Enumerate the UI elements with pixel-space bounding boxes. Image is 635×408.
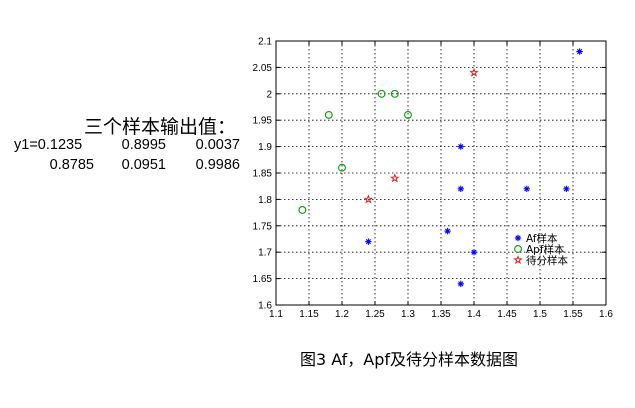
data-point-series-0 [457, 185, 464, 193]
marker-circle [338, 163, 346, 172]
data-point-series-0 [457, 280, 464, 288]
x-tick-label: 1.2 [335, 309, 349, 320]
marker-stroke [576, 48, 583, 55]
x-tick-label: 1.15 [299, 309, 319, 320]
y-tick-label: 2.05 [253, 63, 273, 74]
data-point-series-1 [298, 206, 307, 214]
legend-marker-0 [514, 234, 522, 242]
x-tick-label: 1.25 [365, 309, 385, 320]
marker-circle [514, 245, 522, 253]
data-point-series-0 [365, 238, 372, 245]
y-tick-label: 1.8 [258, 195, 272, 206]
figure-caption: 图3 Af，Apf及待分样本数据图 [300, 350, 519, 369]
output-value: 0.8995 [121, 137, 166, 153]
marker-circle [324, 110, 333, 119]
marker-star [513, 254, 523, 265]
data-point-series-0 [457, 143, 464, 150]
y-tick-label: 1.75 [253, 221, 273, 232]
axis-ticks: 1.1 1.15 1.2 1.25 1.3 1.35 1.4 1.45 1.5 1.55 1.6 1.… [253, 37, 614, 321]
x-tick-label: 1.6 [599, 309, 613, 320]
marker-stroke [515, 235, 521, 241]
data-point-series-2 [363, 194, 374, 204]
output-values-title: 三个样本输出值： [84, 116, 237, 138]
y-tick-label: 1.95 [253, 116, 273, 127]
y-tick-label: 1.65 [253, 274, 273, 285]
data-point-series-0 [523, 185, 530, 193]
x-tick-label: 1.3 [401, 309, 415, 320]
marker-stroke [563, 186, 570, 192]
output-value: 0.0037 [195, 137, 240, 153]
legend-label-0: Af样本 [526, 232, 558, 245]
marker-circle [404, 110, 412, 119]
output-value: 0.0951 [121, 157, 166, 173]
x-tick-label: 1.5 [533, 309, 547, 320]
marker-star [390, 173, 400, 183]
data-point-series-0 [470, 249, 478, 256]
y-tick-label: 1.85 [253, 169, 273, 180]
marker-stroke [458, 281, 464, 287]
legend-label-1: Apf样本 [526, 243, 565, 256]
marker-stroke [444, 228, 451, 234]
data-points [298, 48, 583, 288]
output-label: 0.8785 [49, 157, 94, 173]
x-tick-label: 1.35 [431, 309, 451, 320]
marker-star [469, 67, 479, 77]
x-tick-label: 1.1 [269, 309, 283, 320]
y-tick-label: 1.9 [258, 142, 272, 153]
marker-circle [390, 89, 399, 98]
data-point-series-2 [469, 67, 479, 77]
data-point-series-1 [377, 89, 386, 98]
marker-stroke [458, 143, 464, 150]
marker-star [363, 194, 374, 204]
marker-stroke [365, 239, 372, 245]
y-tick-label: 1.6 [258, 301, 272, 312]
data-point-series-0 [563, 185, 570, 193]
data-point-series-0 [576, 48, 583, 55]
output-label: y1=0.1235 [14, 137, 83, 153]
data-point-series-2 [390, 173, 400, 183]
legend-label-2: 待分样本 [526, 254, 568, 267]
output-value: 0.9986 [195, 157, 240, 173]
y-tick-label: 2.1 [258, 37, 272, 48]
marker-circle [377, 89, 386, 98]
marker-stroke [524, 186, 530, 192]
marker-stroke [471, 249, 477, 255]
x-tick-label: 1.4 [467, 309, 481, 320]
data-point-series-1 [324, 110, 333, 119]
marker-stroke [458, 186, 464, 192]
y-tick-label: 2 [266, 89, 272, 100]
legend-marker-2 [513, 254, 523, 265]
data-point-series-0 [444, 227, 451, 235]
legend-marker-1 [514, 245, 522, 253]
marker-circle [298, 206, 307, 214]
grid-lines [276, 41, 606, 305]
x-tick-label: 1.55 [563, 309, 583, 320]
data-point-series-1 [338, 163, 346, 172]
y-tick-label: 1.7 [258, 248, 272, 259]
data-point-series-1 [404, 110, 412, 119]
data-point-series-1 [390, 89, 399, 98]
x-tick-label: 1.45 [497, 309, 517, 320]
